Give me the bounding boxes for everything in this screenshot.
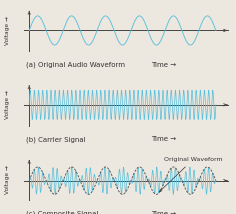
- Text: Voltage →: Voltage →: [5, 16, 10, 45]
- Text: Original Waveform: Original Waveform: [160, 157, 222, 192]
- Text: Voltage →: Voltage →: [5, 165, 10, 194]
- Text: (a) Original Audio Waveform: (a) Original Audio Waveform: [26, 62, 125, 68]
- Text: Time →: Time →: [151, 136, 176, 142]
- Text: Time →: Time →: [151, 62, 176, 68]
- Text: (c) Composite Signal: (c) Composite Signal: [26, 211, 98, 214]
- Text: (b) Carrier Signal: (b) Carrier Signal: [26, 136, 85, 143]
- Text: Time →: Time →: [151, 211, 176, 214]
- Text: Voltage →: Voltage →: [5, 91, 10, 119]
